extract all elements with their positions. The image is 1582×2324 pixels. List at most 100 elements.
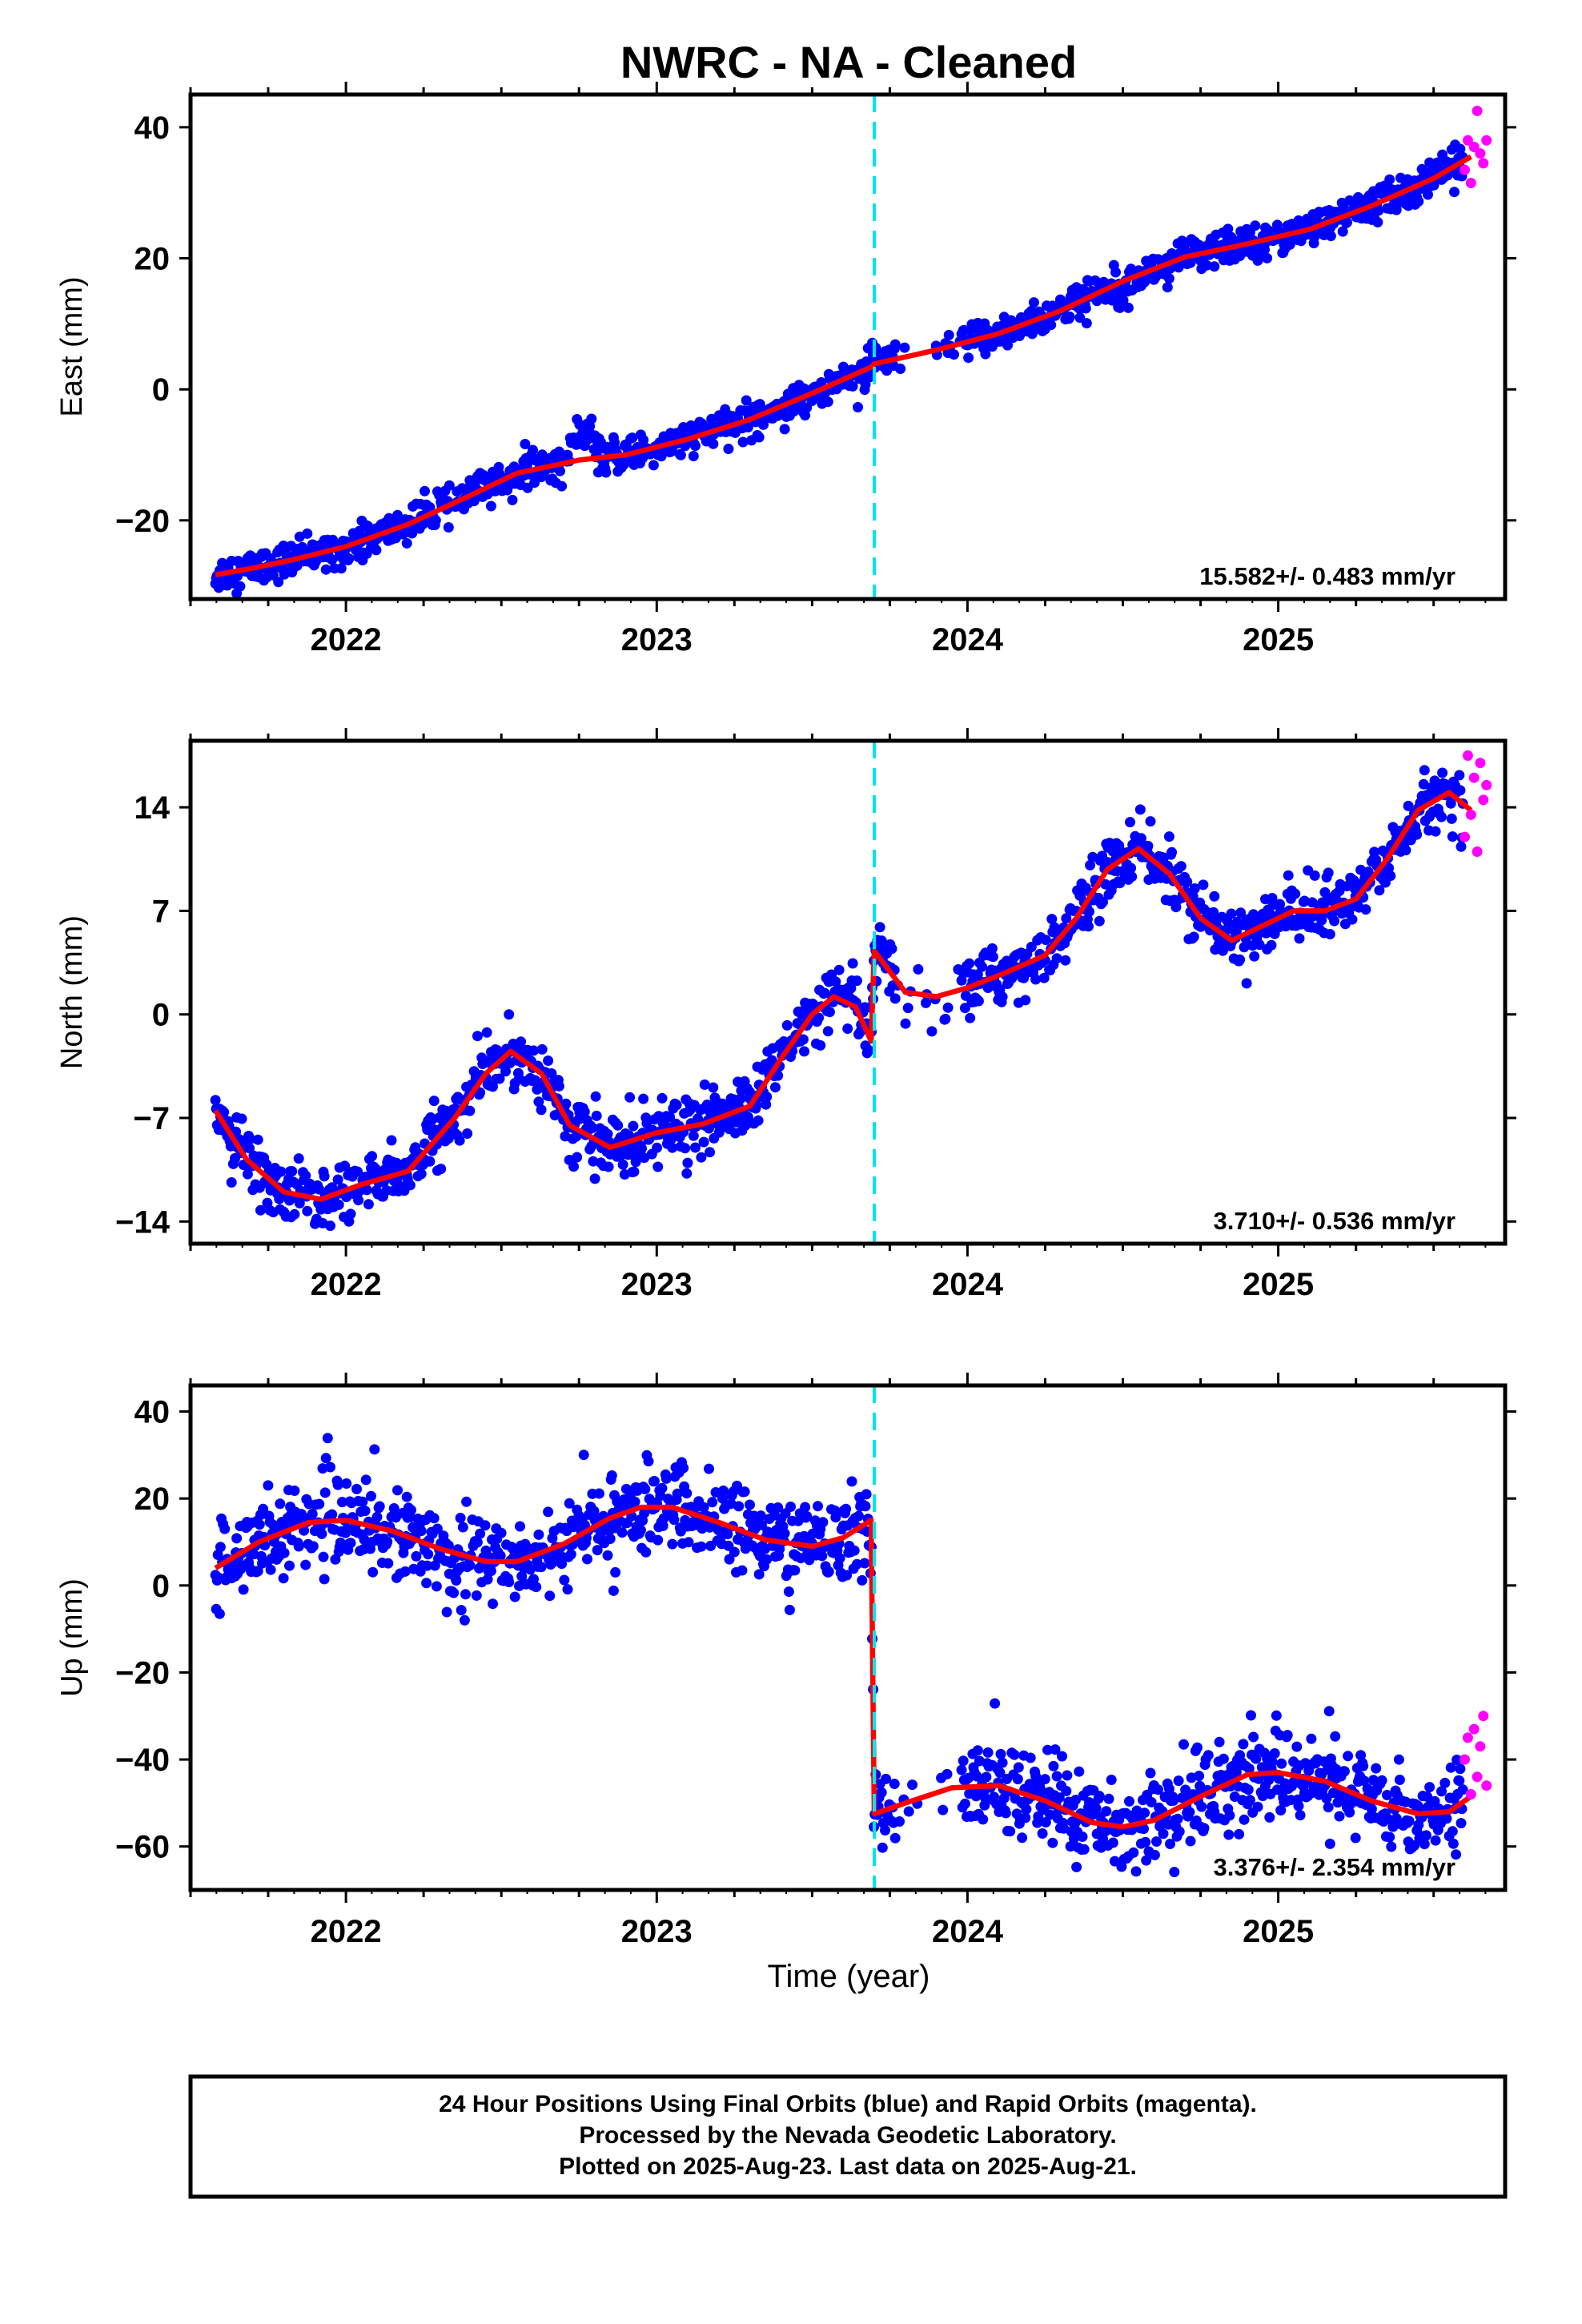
final-orbit-point [857,1574,868,1586]
final-orbit-point [1262,252,1273,263]
rapid-orbit-point [1468,1723,1480,1735]
final-orbit-point [1413,195,1424,207]
x-tick-label: 2023 [621,1267,693,1302]
final-orbit-point [1455,143,1466,155]
final-orbit-point [307,1541,319,1552]
final-orbit-point [1130,1866,1142,1877]
final-orbit-point [1231,926,1242,937]
final-orbit-point [1347,914,1358,925]
final-orbit-point [1456,841,1467,852]
final-orbit-point [907,1779,917,1791]
final-orbit-point [973,995,984,1007]
final-orbit-point [1294,933,1305,944]
y-tick-label: 40 [135,111,171,146]
final-orbit-point [772,1529,782,1540]
final-orbit-point [332,1174,343,1185]
final-orbit-point [1047,1837,1058,1848]
final-orbit-point [1005,1826,1016,1837]
final-orbit-point [1393,1754,1404,1765]
rapid-orbit-point [1465,178,1476,188]
final-orbit-point [886,943,897,955]
model-line [215,154,1472,577]
final-orbit-point [1321,1793,1332,1804]
final-orbit-point [1224,1810,1235,1821]
final-orbit-point [559,1574,570,1586]
final-orbit-point [943,329,954,340]
final-orbit-point [1125,817,1135,828]
final-orbit-point [819,987,830,999]
final-orbit-point [640,1546,652,1558]
final-orbit-point [361,1184,372,1196]
final-orbit-point [600,467,612,478]
final-orbit-point [431,1581,442,1592]
x-tick-label: 2022 [311,1267,382,1302]
final-orbit-point [606,1470,617,1481]
final-orbit-point [1030,974,1042,985]
x-tick-label: 2022 [311,622,382,657]
final-orbit-point [210,1095,221,1106]
y-tick-label: −7 [133,1101,170,1136]
final-orbit-point [1454,770,1465,781]
final-orbit-point [320,1453,331,1464]
final-orbit-point [353,1195,364,1206]
final-orbit-point [357,1496,368,1507]
velocity-label: 3.710+/- 0.536 mm/yr [1214,1207,1456,1235]
final-orbit-point [423,1549,434,1560]
final-orbit-point [343,553,355,564]
final-orbit-point [325,1462,335,1473]
final-orbit-point [1163,273,1174,284]
final-orbit-point [834,1553,845,1564]
final-orbit-point [1074,1766,1085,1777]
final-orbit-point [926,1026,938,1037]
final-orbit-point [592,1545,603,1556]
final-orbit-point [1203,1750,1214,1761]
final-orbit-point [1081,318,1092,329]
final-orbit-point [1054,1792,1065,1803]
final-orbit-point [1437,767,1448,778]
final-orbit-point [528,1045,539,1056]
final-orbit-point [680,1143,691,1154]
final-orbit-point [604,1534,616,1544]
final-orbit-point [972,1745,983,1756]
final-orbit-point [1291,1741,1303,1752]
final-orbit-point [942,1002,954,1013]
y-axis-label: North (mm) [55,915,89,1069]
final-orbit-point [1126,871,1138,883]
final-orbit-point [1106,1775,1117,1785]
final-orbit-point [278,541,289,551]
final-orbit-point [318,1551,329,1562]
final-orbit-point [724,1554,735,1565]
final-orbit-point [1172,1813,1183,1824]
final-orbit-point [1249,951,1260,962]
final-orbit-point [824,1007,835,1018]
final-orbit-point [461,1496,472,1507]
final-orbit-point [1163,1783,1174,1795]
final-orbit-point [1337,226,1348,237]
final-orbit-point [766,1055,777,1066]
final-orbit-point [629,1496,640,1507]
final-orbit-point [799,1046,809,1057]
final-orbit-point [841,1503,852,1514]
final-orbit-point [672,1488,683,1499]
final-orbit-point [698,1502,709,1513]
final-orbit-point [880,1825,890,1835]
final-orbit-point [454,1135,465,1146]
final-orbit-point [815,1039,826,1051]
final-orbit-point [666,1133,677,1144]
final-orbit-point [401,537,412,549]
final-orbit-point [1166,846,1178,858]
final-orbit-point [982,1747,994,1758]
final-orbit-point [571,1131,582,1142]
final-orbit-point [737,1565,748,1576]
rapid-orbit-point [1481,779,1492,790]
final-orbit-point [1239,942,1250,953]
final-orbit-point [1198,879,1209,891]
final-orbit-point [568,1161,579,1172]
final-orbit-point [351,1483,362,1494]
final-orbit-point [1134,804,1146,815]
final-orbit-point [1051,953,1062,964]
final-orbit-point [1223,223,1234,235]
final-orbit-point [335,563,347,574]
final-orbit-point [279,1547,290,1558]
